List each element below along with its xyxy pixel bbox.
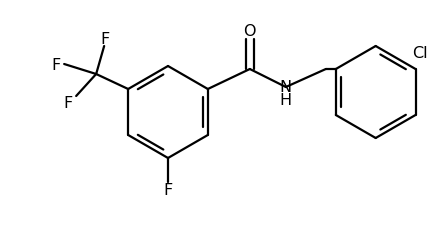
Text: F: F bbox=[100, 32, 110, 47]
Text: Cl: Cl bbox=[412, 46, 427, 61]
Text: F: F bbox=[163, 183, 173, 198]
Text: F: F bbox=[63, 96, 73, 111]
Text: F: F bbox=[52, 57, 61, 72]
Text: O: O bbox=[244, 24, 256, 39]
Text: N: N bbox=[280, 80, 292, 95]
Text: H: H bbox=[280, 93, 292, 108]
